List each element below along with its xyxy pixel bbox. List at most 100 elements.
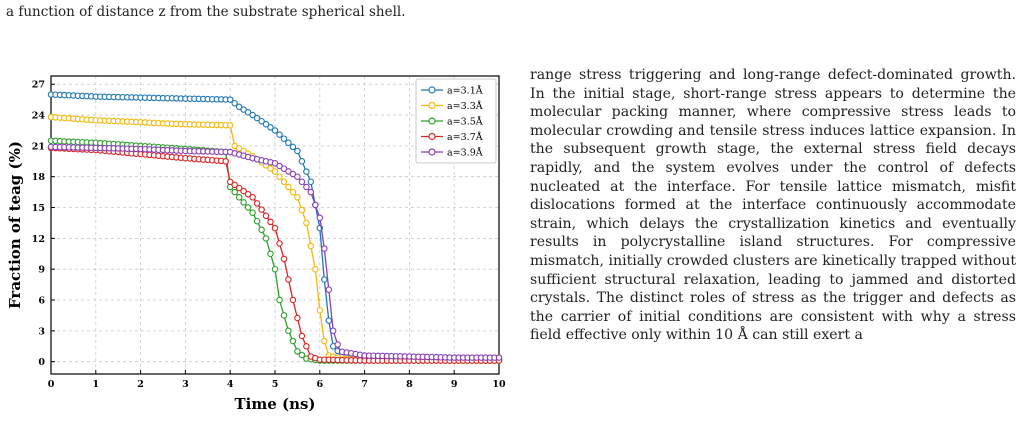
x-tick-label: 1: [92, 379, 99, 390]
body-paragraph: range stress triggering and long-range d…: [530, 67, 1016, 344]
data-point: [276, 173, 283, 180]
figure-caption-fragment: a function of distance z from the substr…: [6, 4, 406, 20]
data-point: [298, 351, 306, 359]
data-point: [312, 201, 319, 209]
data-point: [226, 122, 234, 129]
legend-marker: [428, 101, 436, 110]
data-point: [289, 188, 297, 196]
data-point: [329, 327, 337, 335]
y-tick-label: 3: [38, 326, 45, 337]
data-point: [262, 121, 270, 128]
data-point: [244, 190, 252, 198]
data-point: [303, 219, 310, 227]
data-point: [285, 183, 292, 191]
data-point: [316, 307, 324, 314]
data-point: [235, 194, 243, 201]
x-tick-label: 4: [227, 379, 234, 390]
legend-marker: [428, 132, 436, 141]
data-point: [231, 181, 238, 189]
data-point: [276, 131, 283, 138]
y-tick-label: 9: [38, 265, 45, 276]
data-point: [294, 348, 301, 355]
data-point: [267, 250, 274, 258]
data-point: [307, 242, 315, 250]
legend-box: [415, 78, 497, 164]
y-tick-label: 27: [32, 80, 45, 91]
data-point: [240, 187, 247, 195]
data-point: [267, 165, 274, 172]
data-point: [289, 337, 297, 345]
legend-label: a=3.5Å: [447, 116, 483, 128]
data-point: [276, 240, 283, 247]
x-tick-label: 0: [48, 379, 55, 390]
data-point: [285, 276, 292, 283]
data-point: [280, 178, 288, 186]
x-tick-label: 7: [361, 379, 368, 390]
legend-item: a=3.1Å: [421, 85, 483, 97]
data-point: [307, 178, 315, 186]
data-point: [289, 296, 297, 304]
data-point: [253, 217, 261, 225]
legend-item: a=3.7Å: [421, 131, 483, 143]
data-point: [271, 224, 279, 232]
data-point: [298, 206, 306, 214]
data-point: [235, 103, 243, 111]
data-point: [280, 255, 288, 263]
y-tick-label: 24: [32, 111, 46, 122]
data-point: [249, 209, 256, 216]
data-point: [280, 312, 288, 319]
series-5: [47, 143, 503, 361]
data-point: [235, 184, 243, 192]
legend-item: a=3.9Å: [421, 147, 483, 159]
data-point: [495, 354, 503, 361]
data-point: [321, 337, 328, 345]
data-point: [226, 178, 234, 186]
data-point: [280, 135, 288, 142]
x-tick-label: 5: [272, 379, 279, 390]
y-tick-label: 6: [38, 296, 45, 307]
data-point: [253, 114, 261, 122]
data-point: [271, 265, 279, 273]
x-tick-label: 6: [316, 379, 323, 390]
legend-marker: [428, 148, 436, 156]
data-point: [294, 314, 301, 322]
legend-label: a=3.9Å: [447, 147, 483, 159]
legend-item: a=3.3Å: [421, 100, 483, 112]
legend-label: a=3.3Å: [447, 100, 483, 112]
data-point: [303, 343, 310, 350]
y-tick-label: 15: [32, 203, 45, 214]
legend-marker: [428, 117, 436, 125]
data-point: [276, 296, 283, 304]
y-tick-label: 0: [38, 357, 45, 368]
data-point: [244, 204, 252, 211]
data-point: [289, 143, 297, 151]
y-tick-label: 12: [32, 234, 45, 245]
legend-item: a=3.5Å: [421, 116, 483, 128]
data-point: [249, 194, 256, 201]
y-tick-label: 21: [32, 141, 45, 152]
data-point: [262, 212, 270, 220]
data-point: [267, 218, 274, 226]
x-tick-label: 2: [137, 379, 144, 390]
data-point: [294, 173, 301, 180]
data-point: [258, 226, 265, 234]
data-point: [258, 206, 265, 213]
data-point: [325, 317, 333, 324]
legend-label: a=3.7Å: [447, 131, 483, 143]
x-tick-label: 8: [406, 379, 413, 390]
data-point: [285, 327, 292, 335]
data-point: [303, 168, 310, 175]
data-point: [231, 99, 238, 107]
legend-label: a=3.1Å: [447, 85, 483, 97]
body-text: range stress triggering and long-range d…: [530, 66, 1016, 345]
data-point: [285, 139, 292, 147]
data-point: [240, 199, 247, 206]
x-axis-label: Time (ns): [234, 395, 315, 413]
data-point: [231, 188, 238, 196]
data-point: [271, 127, 279, 134]
x-tick-label: 3: [182, 379, 189, 390]
data-point: [316, 214, 324, 222]
data-point: [262, 235, 270, 242]
data-point: [294, 194, 301, 201]
